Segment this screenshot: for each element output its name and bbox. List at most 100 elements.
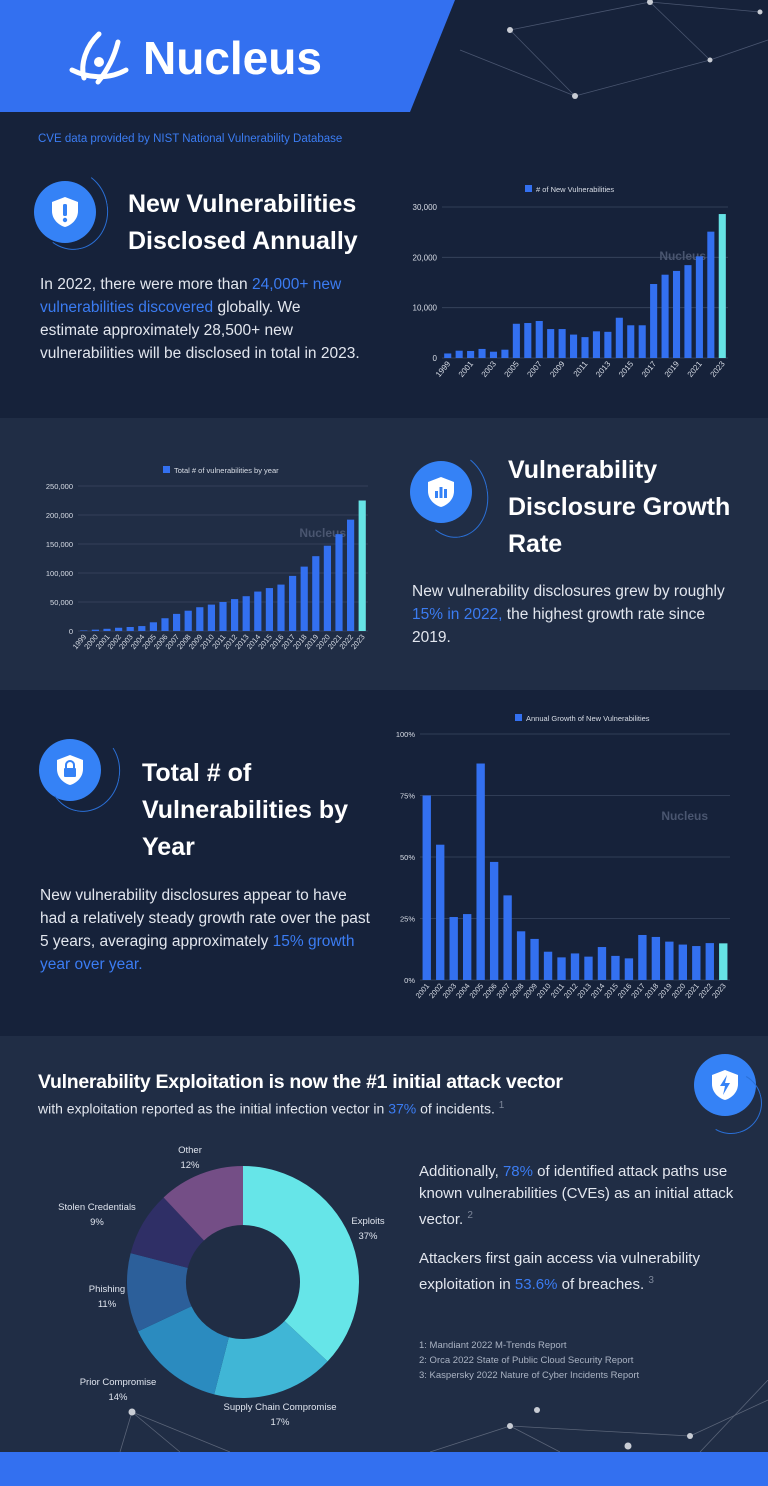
x-tick-label: 2005 <box>468 982 486 1001</box>
x-tick-label: 2016 <box>616 982 634 1001</box>
watermark: Nucleus <box>299 526 346 540</box>
section2-text: New vulnerability disclosures grew by ro… <box>412 580 732 649</box>
legend: Total # of vulnerabilities by year <box>163 466 279 475</box>
text: In 2022, there were more than <box>40 276 252 293</box>
x-tick-label: 2023 <box>349 633 367 652</box>
x-tick-label: 2021 <box>683 982 701 1001</box>
bar-2016 <box>277 584 285 631</box>
bar-2013 <box>242 596 250 631</box>
bar-2008 <box>184 610 192 631</box>
bar-2004 <box>138 626 146 631</box>
label: Supply Chain Compromise <box>223 1402 337 1413</box>
section4-title: Vulnerability Exploitation is now the #1… <box>38 1071 563 1093</box>
section3-text: New vulnerability disclosures appear to … <box>40 884 370 976</box>
slice-other <box>163 1166 243 1241</box>
highlight-text: 15% growth year over year. <box>40 933 355 973</box>
shield-lightning-icon <box>694 1054 756 1116</box>
bar-2010 <box>570 334 578 358</box>
bar-2021 <box>335 534 343 631</box>
bar-2022 <box>707 231 715 358</box>
x-tick-label: 2002 <box>427 982 445 1001</box>
orbit-decoration <box>41 726 127 818</box>
x-tick-label: 2006 <box>481 982 499 1001</box>
y-tick-label: 0 <box>433 354 438 363</box>
text: of incidents. <box>416 1100 495 1117</box>
bar-2012 <box>592 331 600 358</box>
bar-2021 <box>695 256 703 358</box>
watermark: Nucleus <box>661 809 708 823</box>
slice-supply-chain-compromise <box>214 1321 328 1398</box>
x-tick-label: 2023 <box>710 982 728 1001</box>
bar-2014 <box>615 317 623 358</box>
y-tick-label: 20,000 <box>413 253 438 262</box>
bar-2020 <box>323 545 331 631</box>
bar-2016 <box>638 325 646 358</box>
section2-bg <box>0 418 768 690</box>
footnote: 1: Mandiant 2022 M-Trends Report <box>419 1340 567 1351</box>
bar-2000 <box>455 350 463 358</box>
x-tick-label: 2014 <box>589 982 607 1001</box>
legend-label: Total # of vulnerabilities by year <box>174 466 279 475</box>
text: globally. We estimate approximately 28,5… <box>40 299 360 362</box>
bar-2012 <box>231 599 239 631</box>
pie-label-phishing: Phishing 11% <box>82 1282 132 1312</box>
bar-2011 <box>219 602 227 631</box>
footnote: 3: Kaspersky 2022 Nature of Cyber Incide… <box>419 1370 640 1381</box>
pie-label-other: Other 12% <box>160 1143 220 1173</box>
x-tick-label: 2008 <box>508 982 526 1001</box>
text: New vulnerability disclosures appear to … <box>40 887 370 950</box>
x-tick-label: 2003 <box>441 982 459 1001</box>
highlight-text: 53.6% <box>514 1276 558 1293</box>
value: 14% <box>108 1392 128 1403</box>
brand-name: Nucleus <box>143 32 322 84</box>
y-tick-label: 75% <box>400 792 415 801</box>
x-tick-label: 2010 <box>535 982 553 1001</box>
attack-vector-donut-chart <box>126 1166 359 1398</box>
slice-stolen-credentials <box>130 1197 204 1268</box>
x-tick-label: 2009 <box>521 982 539 1001</box>
bar-2017 <box>638 934 647 980</box>
source-note: CVE data provided by NIST National Vulne… <box>38 133 343 145</box>
text: New vulnerability disclosures grew by ro… <box>412 583 725 600</box>
x-tick-label: 2004 <box>454 982 472 1001</box>
bar-2019 <box>312 556 320 631</box>
bar-2001 <box>103 628 111 631</box>
bar-2017 <box>650 284 658 358</box>
x-tick-label: 2019 <box>656 982 674 1001</box>
bar-2003 <box>449 917 458 980</box>
section3-title: Total # of Vulnerabilities by Year <box>142 759 349 861</box>
highlight-text: 37% <box>388 1100 417 1117</box>
bar-2013 <box>584 956 593 980</box>
slice-prior-compromise <box>138 1306 229 1395</box>
text: the highest growth rate since 2019. <box>412 606 705 646</box>
x-tick-label: 2007 <box>525 359 544 379</box>
bar-2003 <box>126 626 134 631</box>
x-tick-label: 2009 <box>548 359 567 379</box>
watermark: Nucleus <box>659 249 706 263</box>
y-tick-label: 0% <box>404 976 415 985</box>
y-tick-label: 50% <box>400 853 415 862</box>
bar-2020 <box>678 944 688 980</box>
bar-2012 <box>570 953 580 980</box>
bar-2008 <box>516 931 526 980</box>
section1-title: New Vulnerabilities Disclosed Annually <box>128 190 358 255</box>
x-tick-label: 2013 <box>594 359 613 379</box>
orbit-decoration <box>29 164 115 256</box>
x-tick-label: 2019 <box>663 359 682 379</box>
bar-2008 <box>547 329 555 358</box>
bar-2001 <box>422 795 431 980</box>
value: 12% <box>180 1160 200 1171</box>
bar-2000 <box>91 629 99 631</box>
y-tick-label: 100% <box>396 730 416 739</box>
x-tick-label: 2022 <box>697 982 715 1001</box>
highlight-text: 24,000+ new vulnerabilities discovered <box>40 276 342 316</box>
header-banner <box>0 0 455 112</box>
bar-1999 <box>80 630 88 631</box>
x-tick-label: 2018 <box>643 982 661 1001</box>
footnote: 2: Orca 2022 State of Public Cloud Secur… <box>419 1355 634 1366</box>
bar-2013 <box>604 331 612 358</box>
network-decoration <box>459 0 768 99</box>
slice-phishing <box>126 1253 192 1332</box>
shield-chart-icon <box>410 461 472 523</box>
bar-2018 <box>661 274 669 358</box>
